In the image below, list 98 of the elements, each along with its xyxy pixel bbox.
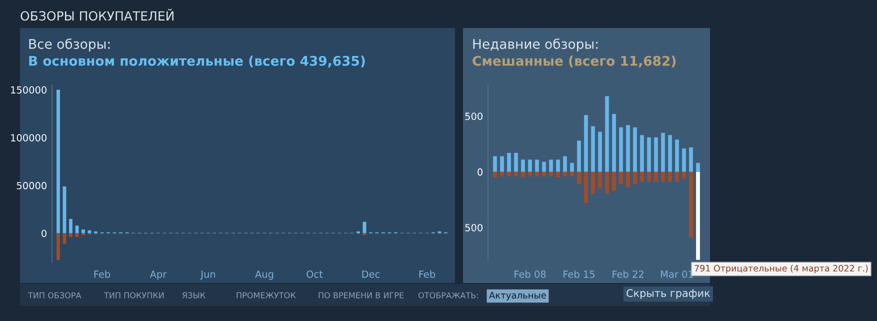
bar [493,172,497,178]
bar [640,135,644,172]
bar [549,172,553,176]
x-tick-label: Dec [362,270,380,278]
text: ПРОМЕЖУТОК [236,292,296,298]
bar [500,156,504,172]
y-tick-label: 100000 [11,134,46,142]
bar [612,114,616,172]
text: ОТОБРАЖАТЬ: [418,292,478,298]
bar [521,172,525,178]
chart-subtitle: Смешанные (всего 11,682) [472,56,676,68]
text: ПО ВРЕМЕНИ В ИГРЕ [318,292,404,298]
bar [549,160,553,172]
bar [675,140,679,172]
x-tick-label: Oct [306,270,323,278]
bar [69,233,72,238]
bar [647,172,651,182]
bar [682,148,686,172]
bar [556,160,560,172]
y-tick-label: 50000 [16,182,46,190]
bar [563,156,567,172]
bar [500,172,504,176]
bar [654,172,658,182]
bar [507,172,511,176]
text: 791 Отрицательные (4 марта 2022 г.) [694,264,868,274]
bar [689,172,693,238]
x-tick-label: Aug [255,270,274,280]
x-tick-label: Apr [150,270,167,280]
bar [591,126,595,172]
bar [56,233,60,260]
bar [689,147,693,172]
bar [521,160,525,172]
bar [668,172,672,182]
bar [577,172,581,184]
y-tick-label: 0 [478,168,482,176]
chart-subtitle: В основном положительные (всего 439,635) [29,56,365,68]
text: ТИП ОБЗОРА [28,292,82,298]
y-tick-label: 500 [465,224,482,232]
text: Скрыть график [626,289,710,300]
x-tick-label: Jun [200,270,216,280]
bar [535,172,539,176]
bar [535,160,539,172]
bar [563,172,567,176]
bar [507,152,511,172]
bar [88,230,92,234]
text: ЯЗЫК [182,292,206,298]
bar [619,127,623,172]
bar [493,156,497,172]
bar [82,229,85,234]
bar [69,218,72,234]
bar [661,172,665,182]
bar [570,162,574,172]
bar [626,172,630,188]
bar [514,152,518,172]
x-tick-label: Feb [94,270,110,278]
bar [654,137,658,172]
bar [556,172,560,178]
bar [577,140,581,172]
bar [514,172,518,176]
bar [591,172,595,194]
bar [633,172,637,184]
text: ОБЗОРЫ ПОКУПАТЕЛЕЙ [20,8,174,21]
bar [56,90,60,234]
x-tick-label: Feb 15 [564,270,594,278]
bar [584,115,588,172]
bar [542,172,546,176]
bar [633,127,637,172]
bar [598,172,602,189]
y-tick-label: 150000 [11,86,46,94]
bar [528,160,532,172]
chart-title: Все обзоры: [29,38,110,52]
bar [675,172,679,182]
bar [584,172,588,203]
bar [605,172,609,194]
bar [605,96,609,172]
text: Актуальные [489,292,546,300]
bar [570,172,574,176]
bar [647,137,651,172]
text: ТИП ПОКУПКИ [104,292,164,298]
x-tick-label: Feb 22 [612,270,644,278]
x-tick-label: Feb 08 [514,270,546,278]
bar [619,172,623,184]
bar [696,172,700,260]
bar [626,125,630,172]
bar [696,162,700,172]
bar [598,132,602,172]
bar [528,172,532,176]
chart-title: Недавние обзоры: [473,38,598,52]
bar [612,172,616,191]
bar [640,172,644,182]
x-tick-label: Feb [419,270,436,278]
bar [542,162,546,172]
bar [682,172,686,179]
bar [75,226,79,234]
bar [668,135,672,172]
bar [661,132,665,172]
y-tick-label: 0 [42,230,46,238]
y-tick-label: 500 [465,112,482,120]
